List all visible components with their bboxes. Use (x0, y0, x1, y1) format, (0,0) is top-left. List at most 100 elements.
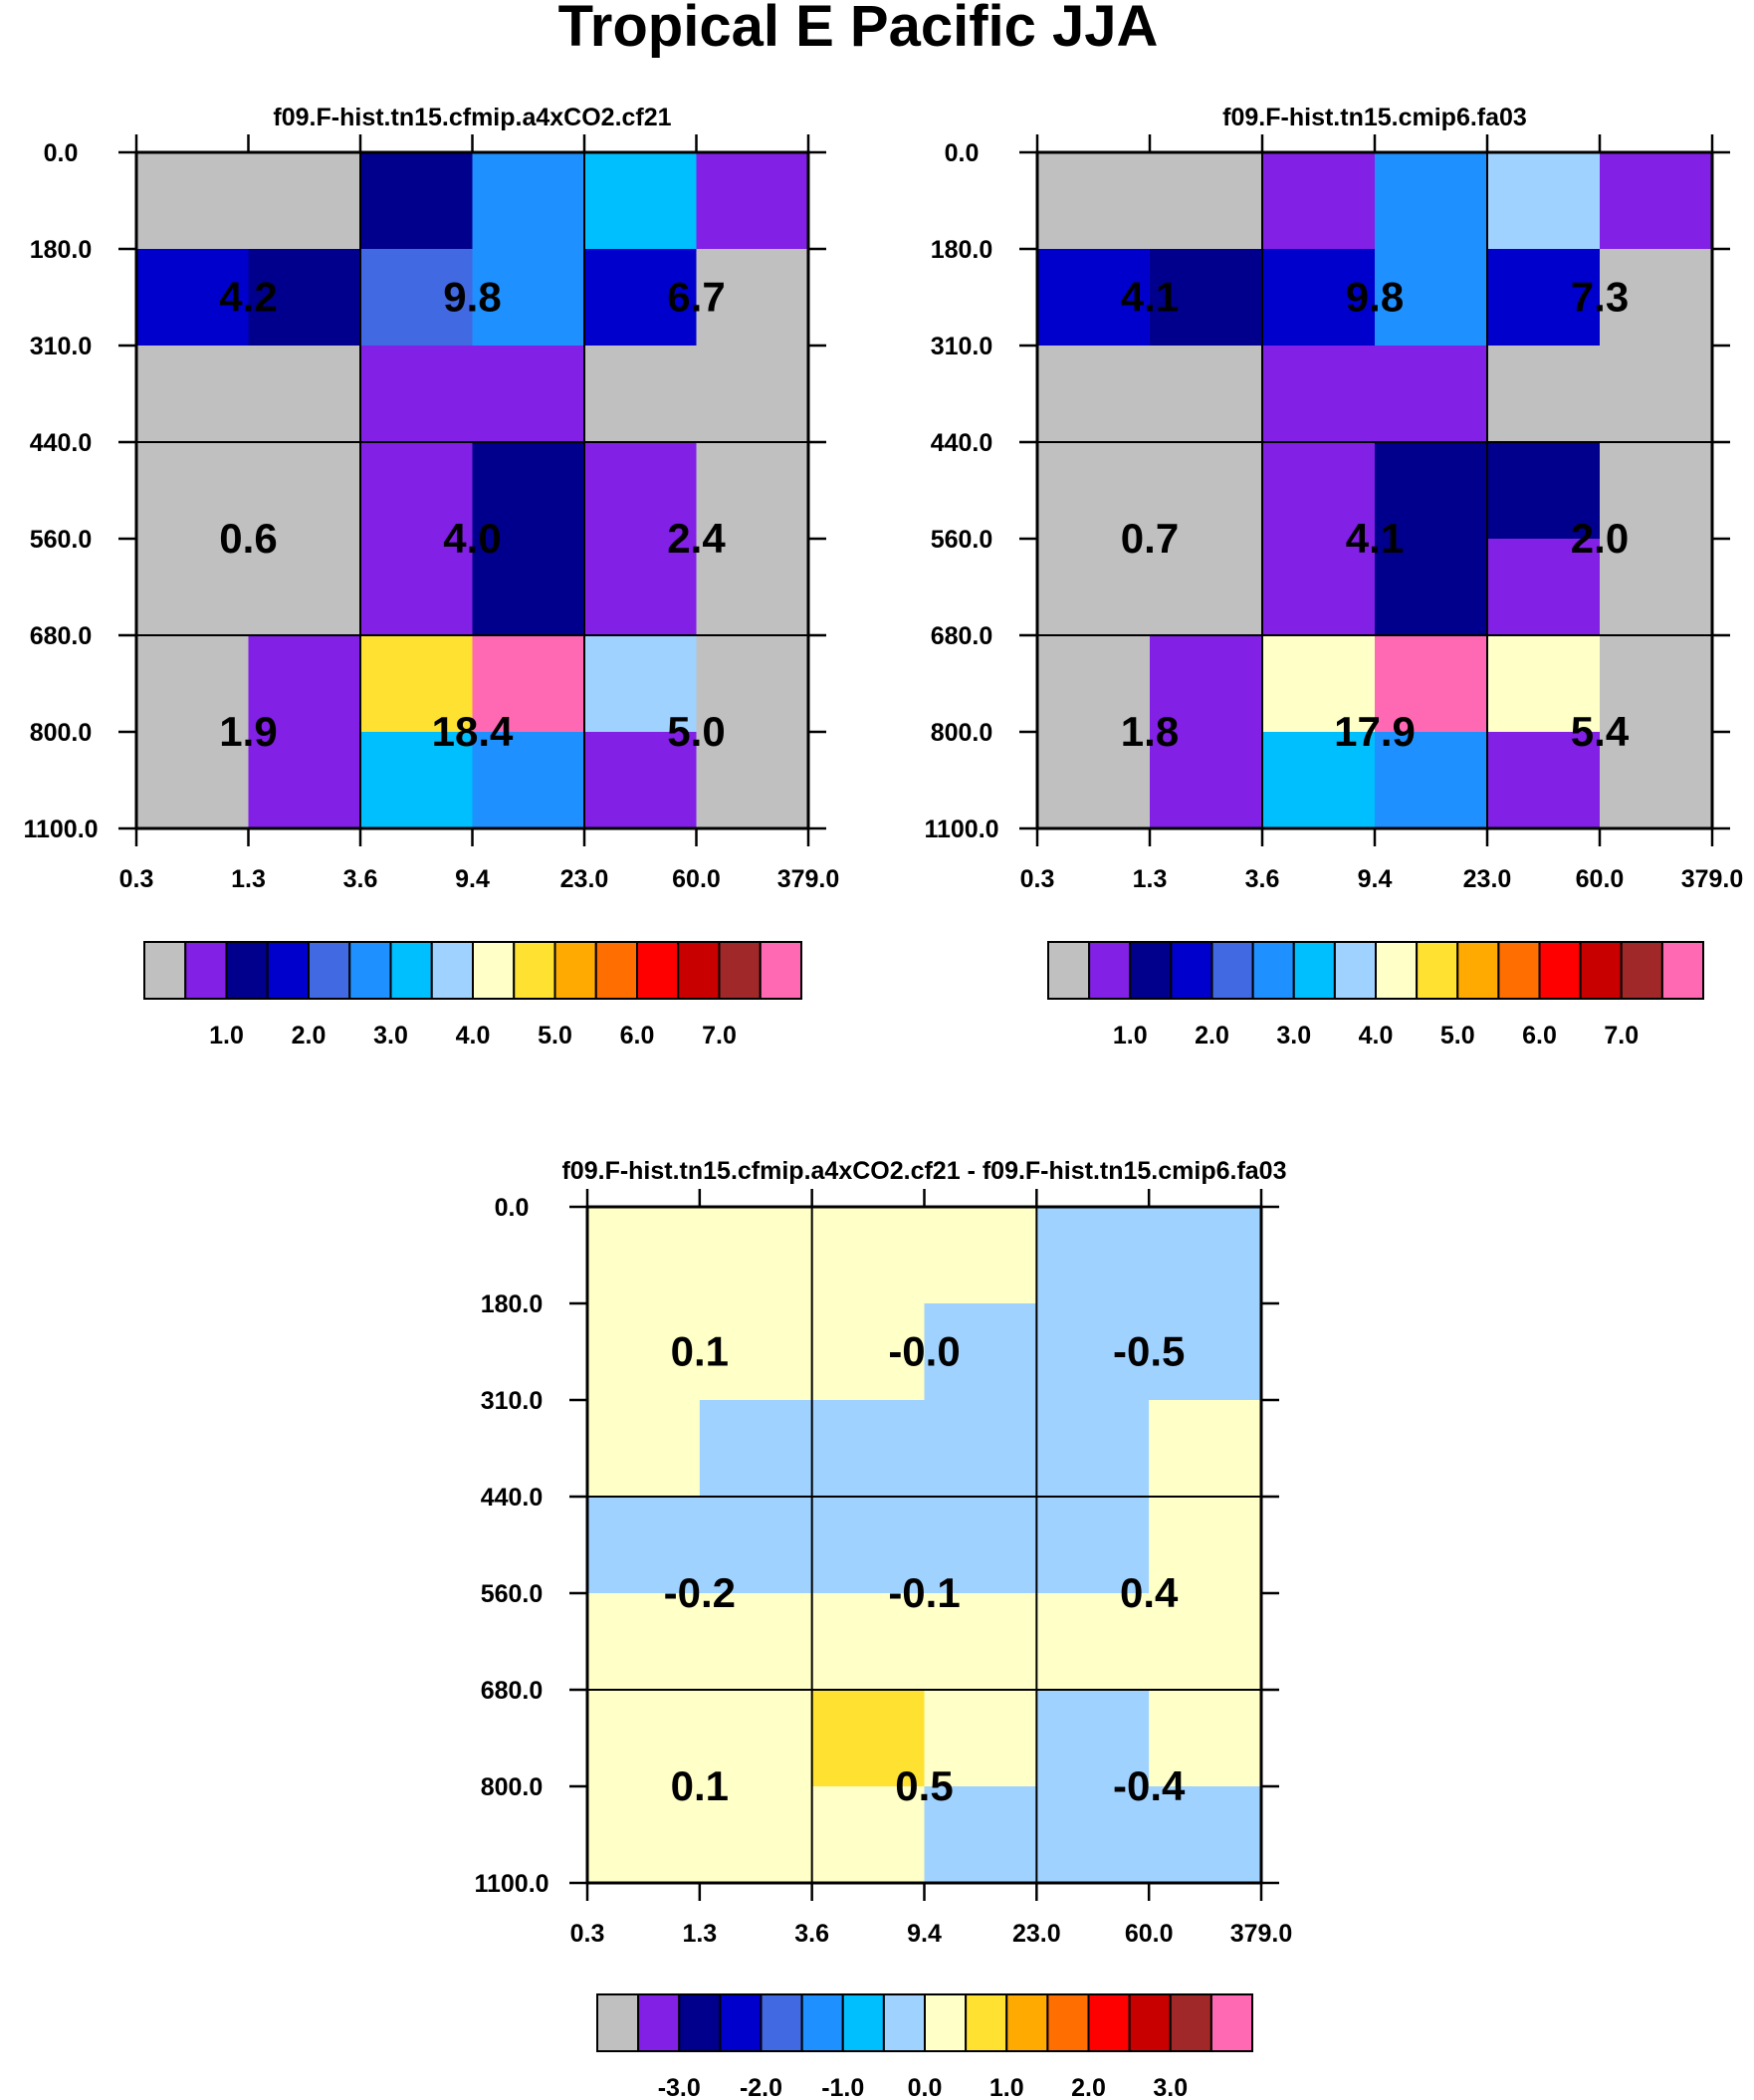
colorbar-swatch (1005, 1993, 1049, 2052)
x-tick-label: 1.3 (1133, 865, 1168, 893)
heatmap-cell (584, 152, 698, 250)
y-tick-label: 0.0 (495, 1194, 530, 1222)
colorbar-swatch (636, 941, 680, 1000)
colorbar-label: 1.0 (209, 1022, 244, 1050)
y-tick-label: 680.0 (30, 622, 93, 650)
colorbar-swatch (1579, 941, 1623, 1000)
colorbar-label: 7.0 (702, 1022, 737, 1050)
heatmap-cell (924, 1400, 1037, 1498)
colorbar-swatch (882, 1993, 927, 2052)
colorbar-swatch (965, 1993, 1008, 2052)
heatmap-cell (587, 1593, 701, 1691)
heatmap-cell (1150, 635, 1263, 733)
colorbar-swatch (1497, 941, 1541, 1000)
colorbar-swatch (596, 1993, 640, 2052)
heatmap-cell (1036, 1400, 1150, 1498)
heatmap-cell (136, 539, 250, 636)
plot-title: f09.F-hist.tn15.cmip6.fa03 (1222, 104, 1527, 131)
heatmap-cell (1150, 442, 1263, 540)
plot-2: 0.0 180.0 310.0 440.0 560.0 680.0 800.0 1100.0 0… (924, 104, 1743, 1050)
colorbar-swatch (800, 1993, 844, 2052)
heatmap-cell (1375, 635, 1488, 733)
heatmap-cell (924, 1207, 1037, 1304)
colorbar-swatch (1087, 1993, 1131, 2052)
box-value-label: 18.4 (432, 708, 514, 755)
colorbar-swatch (841, 1993, 885, 2052)
heatmap-cell (248, 346, 361, 443)
y-tick-label: 800.0 (30, 719, 93, 747)
heatmap-cell (924, 1786, 1037, 1884)
colorbar-label: 4.0 (456, 1022, 491, 1050)
y-tick-label: 680.0 (481, 1677, 544, 1705)
y-tick-label: 310.0 (931, 333, 993, 360)
heatmap-cell (811, 1786, 926, 1884)
x-tick-label: 9.4 (1358, 865, 1393, 893)
heatmap-cell (360, 249, 474, 347)
colorbar-swatch (1088, 941, 1132, 1000)
heatmap-cell (699, 1690, 813, 1787)
heatmap-cell (1150, 346, 1263, 443)
heatmap-cell (696, 249, 809, 347)
box-value-label: 5.4 (1571, 708, 1630, 755)
x-tick-label: 9.4 (455, 865, 490, 893)
box-value-label: 7.3 (1571, 274, 1629, 321)
heatmap-cell (584, 539, 698, 636)
heatmap-cell (587, 1497, 701, 1594)
heatmap-cell (696, 346, 809, 443)
heatmap-cell (1150, 539, 1263, 636)
heatmap-cell (1150, 732, 1263, 829)
box-value-label: 17.9 (1334, 708, 1416, 755)
heatmap-cell (1262, 635, 1376, 733)
heatmap-cell (1487, 635, 1601, 733)
colorbar-label: 2.0 (1195, 1022, 1229, 1050)
heatmap-cell (699, 1207, 813, 1304)
y-tick-label: 560.0 (931, 526, 993, 554)
heatmap-cell (1149, 1786, 1262, 1884)
heatmap-cell (1375, 346, 1488, 443)
heatmap-cell (360, 539, 474, 636)
colorbar-swatch (1292, 941, 1336, 1000)
heatmap-cell (472, 442, 585, 540)
colorbar-swatch (924, 1993, 968, 2052)
heatmap-cell (136, 249, 250, 347)
heatmap-cell (1600, 442, 1713, 540)
colorbar-label: 5.0 (1440, 1022, 1475, 1050)
y-tick-label: 680.0 (931, 622, 993, 650)
heatmap-cell (699, 1786, 813, 1884)
colorbar-swatch (430, 941, 474, 1000)
heatmap-cell (360, 732, 474, 829)
y-tick-label: 1100.0 (23, 816, 98, 843)
heatmap-cell (136, 346, 250, 443)
heatmap-cell (1037, 442, 1151, 540)
colorbar-swatch (225, 941, 269, 1000)
heatmap-cell (472, 539, 585, 636)
x-tick-label: 1.3 (682, 1920, 717, 1948)
colorbar-swatch (760, 1993, 803, 2052)
heatmap-cell (1600, 249, 1713, 347)
heatmap-cell (1262, 539, 1376, 636)
heatmap-cell (1487, 539, 1601, 636)
colorbar-swatch (1538, 941, 1582, 1000)
heatmap-cell (1149, 1400, 1262, 1498)
x-tick-label: 3.6 (343, 865, 378, 893)
heatmap-cell (1600, 346, 1713, 443)
box-value-label: 9.8 (1346, 274, 1404, 321)
y-tick-label: 310.0 (481, 1387, 544, 1415)
colorbar-swatch (1333, 941, 1378, 1000)
y-tick-label: 560.0 (481, 1580, 544, 1608)
colorbar-swatch (1620, 941, 1663, 1000)
heatmap-cell (924, 1690, 1037, 1787)
box-value-label: 6.7 (667, 274, 725, 321)
box-value-label: -0.4 (1113, 1762, 1186, 1809)
heatmap-cell (1487, 732, 1601, 829)
heatmap-cell (811, 1497, 926, 1594)
heatmap-cell (248, 539, 361, 636)
heatmap-cell (1037, 539, 1151, 636)
colorbar-swatch (594, 941, 638, 1000)
heatmap-cell (587, 1207, 701, 1304)
heatmap-cell (136, 442, 250, 540)
heatmap-cell (924, 1497, 1037, 1594)
box-value-label: 2.4 (667, 515, 726, 562)
heatmap-cell (587, 1690, 701, 1787)
y-tick-label: 310.0 (30, 333, 93, 360)
